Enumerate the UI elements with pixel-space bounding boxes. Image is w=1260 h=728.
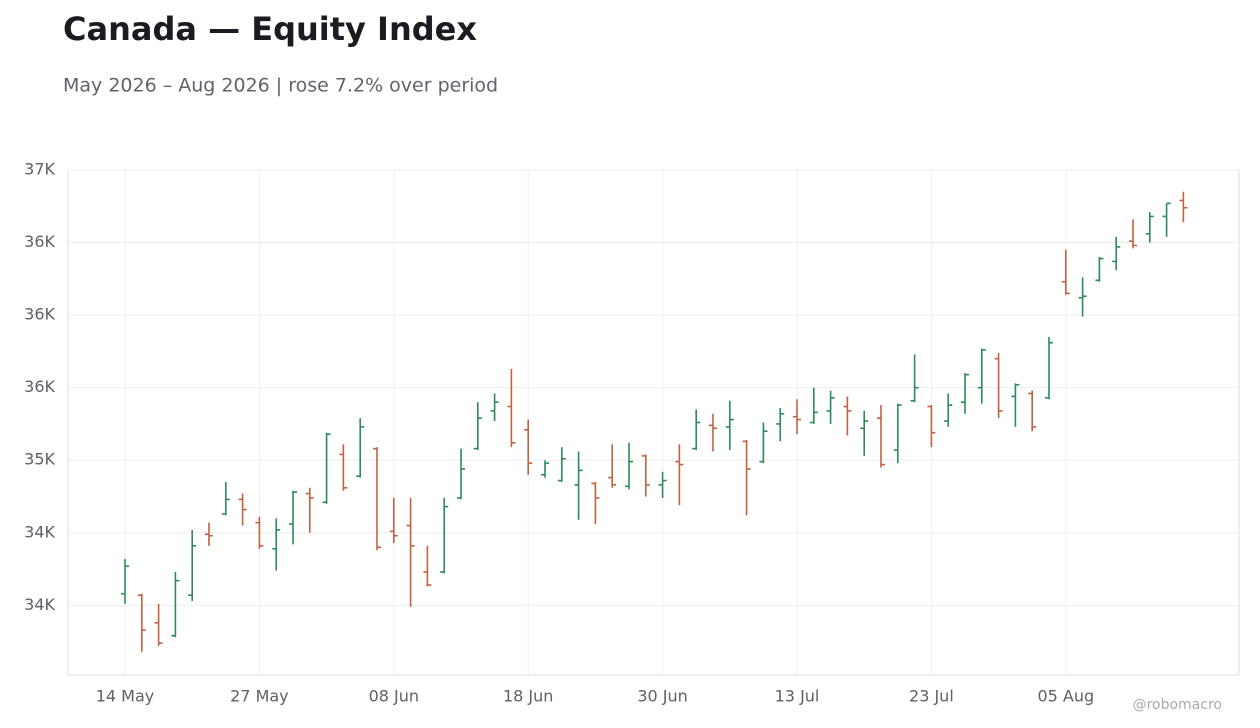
x-tick-label: 08 Jun bbox=[369, 687, 419, 706]
y-tick-label: 35K bbox=[24, 450, 55, 469]
plot-frame bbox=[67, 169, 1240, 676]
x-tick-label: 14 May bbox=[96, 687, 155, 706]
y-tick-label: 36K bbox=[24, 305, 55, 324]
x-tick-label: 18 Jun bbox=[503, 687, 553, 706]
y-tick-label: 36K bbox=[24, 232, 55, 251]
x-tick-label: 23 Jul bbox=[909, 687, 954, 706]
x-tick-label: 05 Aug bbox=[1037, 687, 1094, 706]
x-tick-label: 30 Jun bbox=[637, 687, 687, 706]
y-tick-label: 36K bbox=[24, 377, 55, 396]
y-tick-label: 37K bbox=[24, 160, 55, 179]
chart-title: Canada — Equity Index bbox=[63, 10, 477, 48]
chart-subtitle: May 2026 – Aug 2026 | rose 7.2% over per… bbox=[63, 75, 498, 97]
x-tick-label: 13 Jul bbox=[775, 687, 820, 706]
watermark: @robomacro bbox=[1133, 697, 1222, 713]
y-tick-label: 34K bbox=[24, 522, 55, 541]
x-tick-label: 27 May bbox=[230, 687, 289, 706]
y-tick-label: 34K bbox=[24, 595, 55, 614]
